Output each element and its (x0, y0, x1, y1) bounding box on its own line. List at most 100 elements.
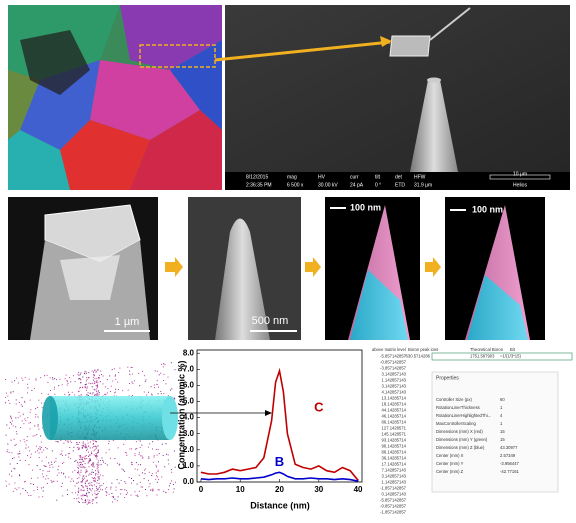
atom (21, 377, 23, 379)
atom (155, 472, 157, 474)
atom (79, 455, 81, 457)
atom (96, 388, 98, 390)
atom (88, 492, 90, 494)
atom (18, 456, 20, 458)
atom (48, 470, 50, 472)
atom (103, 483, 104, 485)
atom (66, 381, 68, 383)
atom (157, 489, 159, 491)
atom (174, 369, 176, 371)
atom (92, 392, 94, 394)
atom (117, 496, 119, 498)
atom (15, 417, 17, 419)
property-name: Controller Size (px) (436, 397, 472, 402)
atom (139, 385, 141, 387)
atom (65, 374, 67, 376)
atom (94, 394, 96, 395)
atom (19, 450, 21, 452)
atom (61, 453, 62, 455)
atom (58, 385, 60, 387)
atom (164, 466, 166, 468)
atom (28, 464, 30, 466)
atom (84, 372, 86, 374)
atom (54, 393, 56, 395)
atom (54, 461, 55, 463)
atom (149, 489, 151, 491)
atom (77, 464, 79, 466)
atom (17, 453, 19, 455)
atom (97, 492, 99, 494)
property-value: 15 (500, 429, 505, 434)
atom (102, 383, 104, 385)
atom (117, 381, 119, 383)
atom (15, 399, 17, 401)
atom (46, 448, 48, 450)
atom (74, 469, 76, 471)
atom (55, 440, 57, 442)
atom (143, 391, 145, 393)
atom (115, 374, 116, 376)
atom (124, 452, 126, 453)
atom (120, 489, 122, 491)
atom (96, 458, 98, 460)
atom (171, 480, 172, 482)
atom (96, 465, 98, 467)
atom (118, 372, 120, 373)
atom (29, 450, 31, 452)
atom (41, 392, 43, 394)
atom (95, 485, 97, 487)
atom (47, 470, 49, 472)
atom (84, 500, 86, 502)
atom (92, 462, 94, 463)
atom (121, 468, 123, 470)
atom (97, 476, 99, 478)
atom (63, 472, 65, 474)
atom (95, 456, 97, 458)
atom (5, 379, 7, 380)
atom (82, 487, 84, 489)
cell: 4.142857143 (382, 390, 407, 395)
atom (88, 451, 89, 453)
atom (153, 384, 155, 386)
atom (81, 445, 83, 447)
atom (102, 459, 104, 461)
atom (158, 479, 160, 481)
atom (83, 489, 85, 491)
atom (82, 502, 84, 504)
atom (138, 372, 140, 374)
atom (77, 462, 79, 464)
atom (110, 385, 112, 387)
property-name: Center (mm) X (436, 453, 464, 458)
atom (106, 492, 108, 494)
atom (50, 479, 52, 481)
atom (96, 463, 98, 465)
atom (96, 487, 98, 489)
atom (88, 445, 90, 447)
atom (142, 486, 144, 488)
atom (126, 452, 128, 454)
atom (80, 379, 82, 381)
atom (56, 480, 58, 482)
atom (28, 378, 30, 380)
atom (63, 442, 65, 444)
atom (113, 496, 114, 498)
atom (105, 491, 107, 493)
atom (84, 386, 86, 388)
atom (161, 443, 163, 445)
atom (134, 455, 136, 457)
atom (86, 486, 88, 488)
atom (97, 479, 99, 481)
atom (70, 381, 72, 383)
atom (80, 469, 82, 471)
atom (30, 409, 32, 411)
sem-label: HFW (414, 174, 426, 180)
atom (104, 488, 106, 490)
atom (93, 388, 95, 390)
atom (15, 443, 17, 445)
atom (116, 479, 118, 481)
atom (144, 381, 146, 382)
atom (93, 480, 95, 482)
property-value: 60 (500, 397, 505, 402)
atom (126, 454, 128, 456)
